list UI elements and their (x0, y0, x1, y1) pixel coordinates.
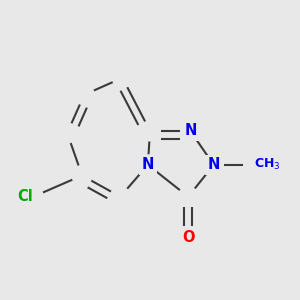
Text: CH$_3$: CH$_3$ (254, 157, 281, 172)
Text: Cl: Cl (17, 189, 33, 204)
Text: N: N (208, 158, 220, 172)
Text: N: N (142, 158, 154, 172)
Text: O: O (182, 230, 194, 244)
Text: N: N (184, 123, 196, 138)
